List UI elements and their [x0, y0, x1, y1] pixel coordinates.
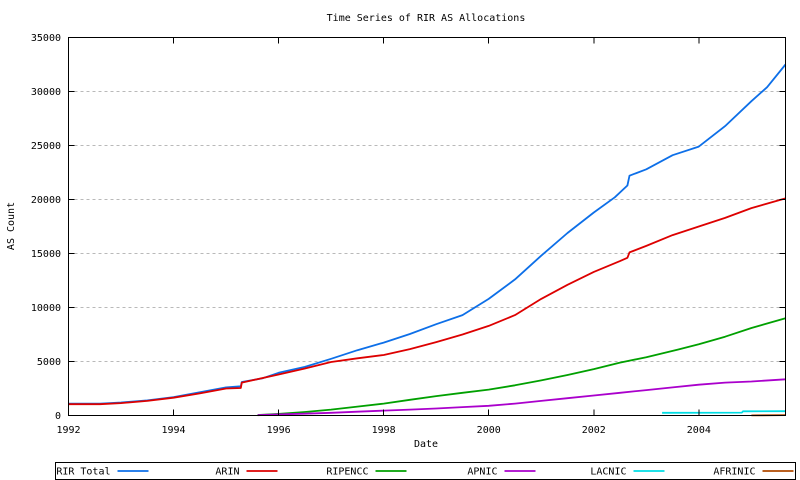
series-lines: [68, 63, 787, 417]
legend: RIR Total ARIN RIPENCC APNIC LACNIC AFRINIC: [55, 462, 796, 480]
y-tick-label: 30000: [31, 87, 61, 98]
plot-border: [68, 37, 786, 416]
x-tick-label: 1992: [56, 425, 80, 436]
y-tick-label: 5000: [37, 357, 61, 368]
y-tick-label: 20000: [31, 195, 61, 206]
gridlines: [68, 91, 786, 362]
x-tick-label: 2002: [582, 425, 606, 436]
legend-label-arin: ARIN: [215, 467, 239, 478]
y-tick-label: 10000: [31, 303, 61, 314]
series-line-ripencc: [257, 317, 786, 416]
y-axis-label: AS Count: [6, 202, 17, 250]
y-tick-label: 0: [55, 411, 61, 422]
x-tick-label: 2004: [687, 425, 711, 436]
x-tick-label: 1994: [162, 425, 186, 436]
axes-and-ticks: 1992 1994 1996 1998 2000 2002 2004 0 5000 10000 15…: [31, 33, 786, 436]
x-tick-label: 2000: [477, 425, 501, 436]
legend-label-ripencc: RIPENCC: [326, 467, 368, 478]
y-tick-label: 25000: [31, 141, 61, 152]
legend-box: [55, 462, 796, 480]
legend-label-lacnic: LACNIC: [590, 467, 626, 478]
series-line-lacnic: [662, 410, 786, 414]
x-tick-label: 1996: [267, 425, 291, 436]
x-tick-label: 1998: [372, 425, 396, 436]
series-line-rir-total: [68, 63, 787, 405]
legend-label-apnic: APNIC: [467, 467, 497, 478]
legend-label-afrinic: AFRINIC: [713, 467, 755, 478]
y-tick-label: 15000: [31, 249, 61, 260]
series-line-arin: [68, 197, 786, 406]
chart-title: Time Series of RIR AS Allocations: [327, 13, 526, 24]
legend-label-rir-total: RIR Total: [56, 467, 110, 478]
y-tick-label: 35000: [31, 33, 61, 44]
x-axis-label: Date: [414, 439, 438, 450]
series-line-apnic: [257, 378, 786, 417]
